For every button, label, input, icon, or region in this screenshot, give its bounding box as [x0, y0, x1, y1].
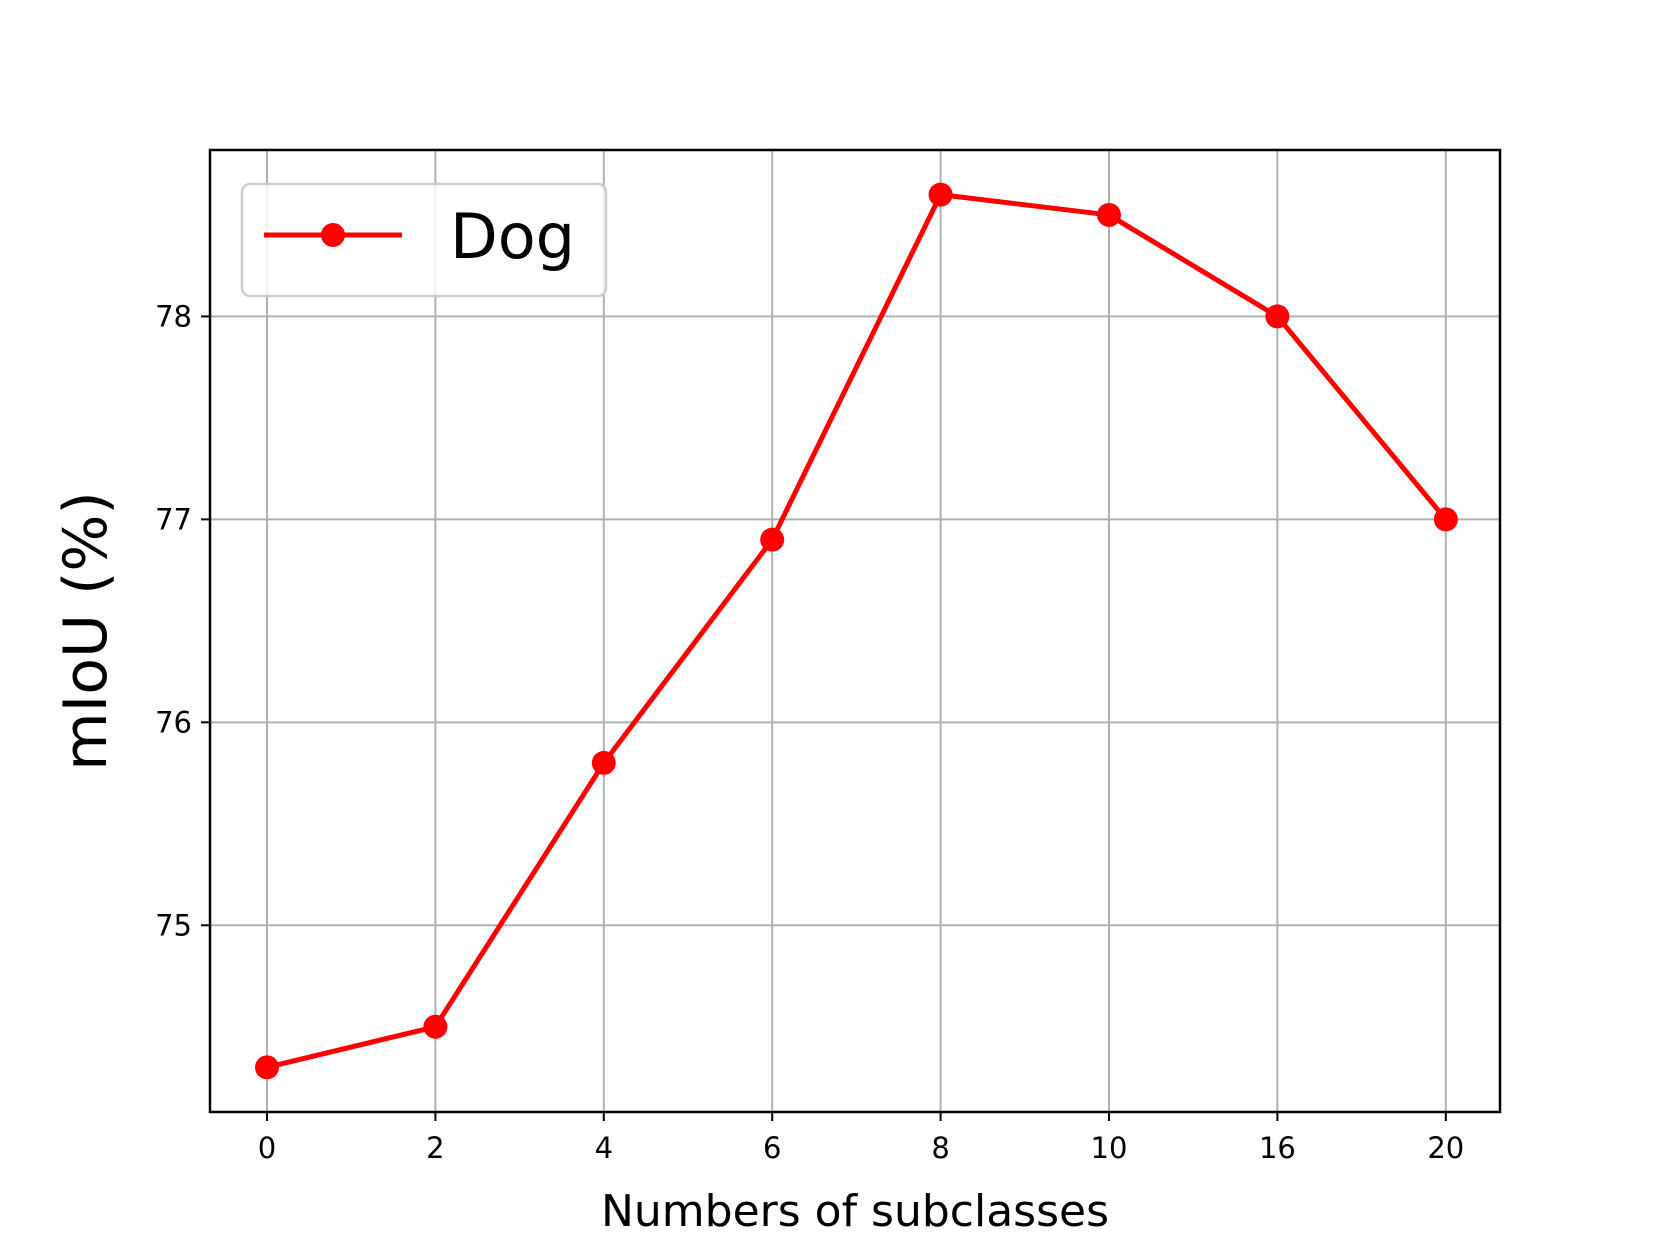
x-axis-label: Numbers of subclasses — [601, 1186, 1109, 1237]
grid — [210, 150, 1500, 1112]
x-tick-label: 8 — [931, 1131, 949, 1165]
x-tick-label: 20 — [1427, 1131, 1464, 1165]
series-layer — [255, 182, 1458, 1080]
legend-label-dog: Dog — [450, 200, 575, 273]
data-point — [1265, 304, 1290, 329]
legend-box — [240, 182, 608, 298]
y-axis-label: mIoU (%) — [51, 491, 121, 771]
y-axis: 75 76 77 78 — [155, 299, 210, 942]
data-point — [255, 1055, 279, 1080]
plot-area-frame — [208, 148, 1502, 1114]
legend-marker-swatch — [321, 223, 345, 247]
y-tick-label: 78 — [155, 299, 192, 333]
data-point — [591, 750, 616, 775]
data-point — [1097, 202, 1121, 227]
y-tick-label: 77 — [155, 502, 192, 536]
series-line-dog — [266, 192, 1448, 1070]
x-tick-label: 16 — [1259, 1131, 1296, 1165]
legend: Dog — [240, 182, 608, 298]
x-tick-label: 2 — [426, 1131, 444, 1165]
x-tick-label: 0 — [258, 1131, 276, 1165]
data-point — [423, 1014, 448, 1039]
y-tick-label: 76 — [155, 705, 192, 739]
data-point — [928, 182, 953, 207]
data-point — [1433, 507, 1458, 532]
x-axis: 0 2 4 6 8 10 16 20 — [258, 1112, 1464, 1165]
x-tick-label: 4 — [595, 1131, 613, 1165]
x-tick-label: 10 — [1091, 1131, 1128, 1165]
x-tick-label: 6 — [763, 1131, 781, 1165]
y-tick-label: 75 — [155, 908, 192, 942]
data-point — [760, 527, 785, 552]
